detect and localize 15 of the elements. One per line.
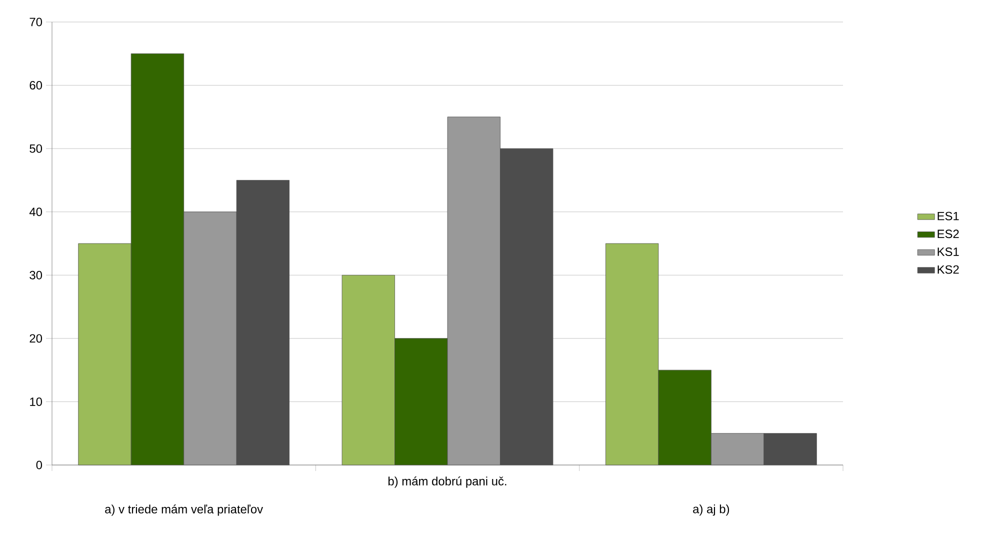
- y-tick-label: 40: [29, 208, 42, 216]
- y-tick-label: 50: [30, 144, 42, 153]
- x-tick-label: a) aj b): [693, 504, 730, 516]
- legend-label: ES2: [938, 230, 959, 238]
- y-tick-label: 0: [36, 460, 42, 470]
- x-tick-label: a) v triede mám veľa priateľov: [105, 504, 264, 516]
- x-tick-label: b) mám dobrú pani uč.: [388, 476, 506, 488]
- y-tick-label: 20: [30, 334, 42, 343]
- y-tick-label: 30: [30, 270, 42, 280]
- legend-label: ES1: [938, 212, 959, 220]
- y-tick-label: 60: [30, 81, 42, 90]
- legend-label: KS2: [938, 265, 959, 274]
- legend-label: KS1: [938, 247, 959, 256]
- y-tick-label: 10: [30, 397, 42, 406]
- y-tick-label: 70: [30, 18, 42, 26]
